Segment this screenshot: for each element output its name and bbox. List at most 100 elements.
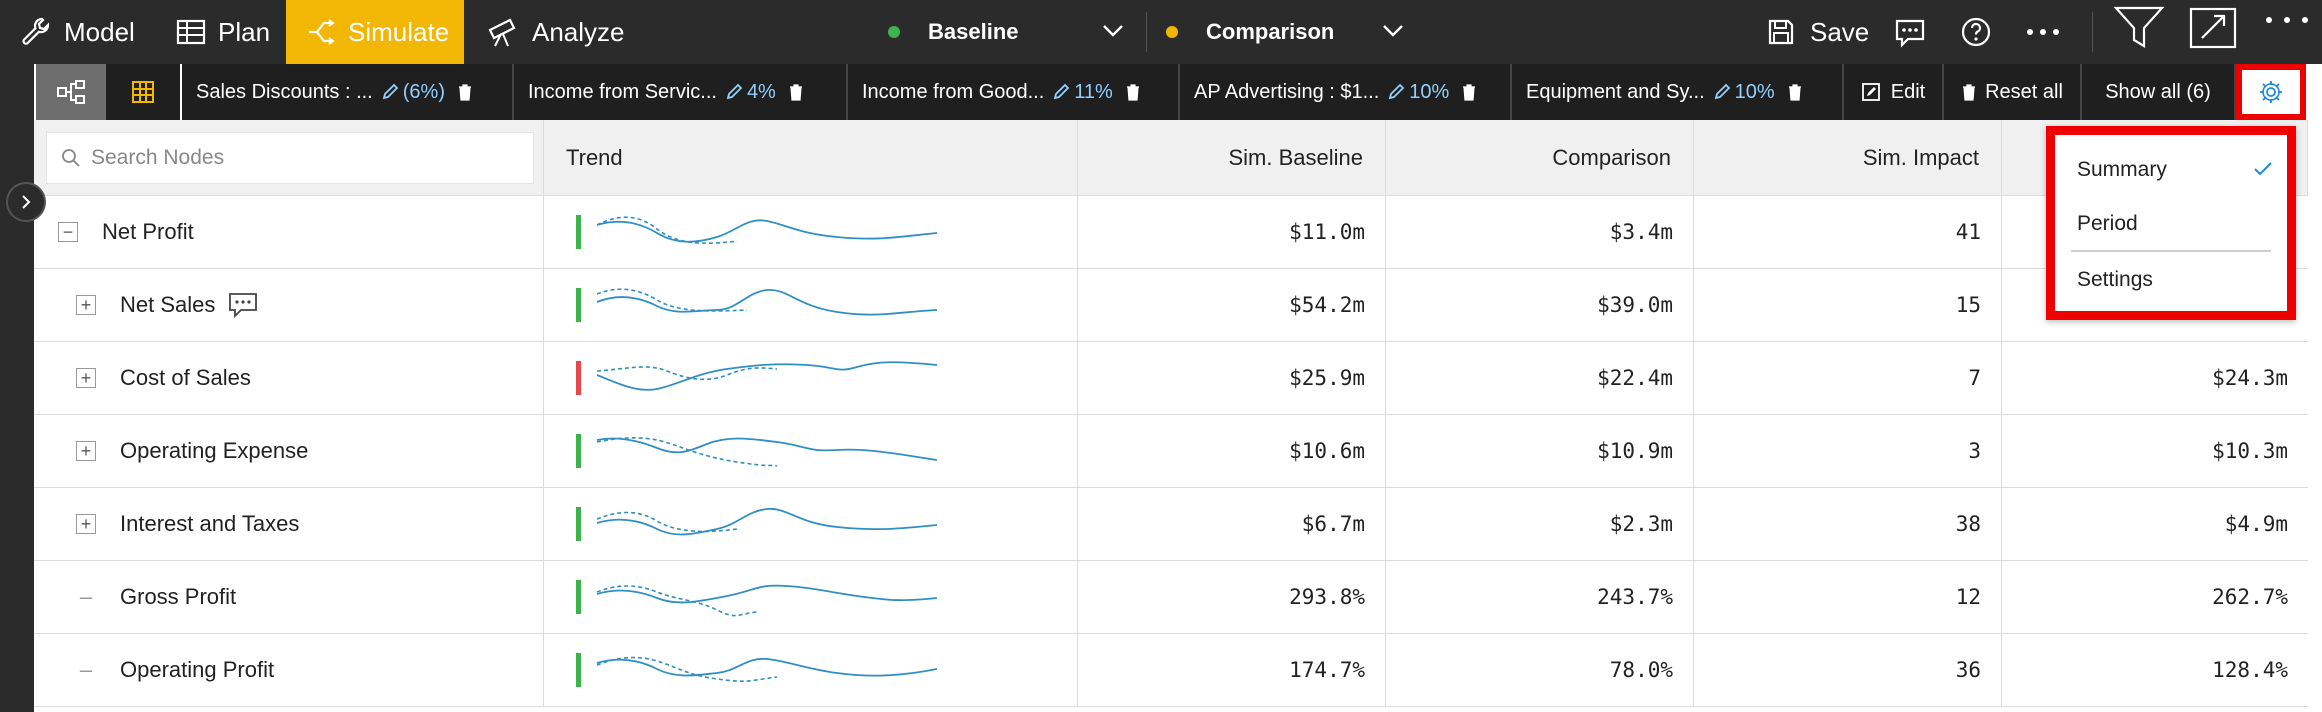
tree-view-button[interactable] bbox=[36, 64, 106, 120]
scenario-chip[interactable]: Income from Good... 11% bbox=[848, 64, 1180, 120]
chevron-down-icon[interactable] bbox=[1380, 18, 1406, 44]
chip-name: AP Advertising : $1... bbox=[1194, 80, 1380, 103]
tree-icon bbox=[57, 80, 85, 104]
tab-simulate[interactable]: Simulate bbox=[286, 0, 464, 64]
tab-plan[interactable]: Plan bbox=[176, 0, 306, 64]
help-icon[interactable] bbox=[1960, 16, 1992, 48]
gear-icon bbox=[2260, 81, 2282, 103]
tab-analyze[interactable]: Analyze bbox=[486, 0, 646, 64]
sim-impact-cell: 12 bbox=[1694, 561, 2002, 633]
scenario-chip[interactable]: AP Advertising : $1... 10% bbox=[1180, 64, 1512, 120]
sim-impact-cell: 41 bbox=[1694, 196, 2002, 268]
trash-icon[interactable] bbox=[1461, 83, 1477, 101]
chip-value: (6%) bbox=[402, 80, 445, 103]
scenario-chip[interactable]: Income from Servic... 4% bbox=[514, 64, 848, 120]
header-sim-baseline[interactable]: Sim. Baseline bbox=[1078, 120, 1386, 196]
table-row[interactable]: + Net Sales $54.2m $39.0m 15 bbox=[34, 269, 2308, 342]
sim-baseline-cell: $11.0m bbox=[1078, 196, 1386, 268]
edit-button[interactable]: Edit bbox=[1844, 64, 1944, 120]
node-name-cell: + Interest and Taxes bbox=[34, 488, 544, 560]
trash-icon[interactable] bbox=[788, 83, 804, 101]
trend-cell bbox=[544, 196, 1078, 268]
trend-indicator bbox=[576, 361, 581, 395]
baseline-selector[interactable]: Baseline bbox=[888, 0, 1019, 64]
trash-icon[interactable] bbox=[457, 83, 473, 101]
wrench-icon bbox=[22, 17, 50, 45]
more-options-icon[interactable] bbox=[2264, 16, 2310, 24]
comparison-cell: $3.4m bbox=[1386, 196, 1694, 268]
trend-indicator bbox=[576, 580, 581, 614]
extra-value-cell: $24.3m bbox=[2212, 366, 2288, 390]
show-all-label: Show all (6) bbox=[2105, 80, 2211, 103]
menu-item-settings[interactable]: Settings bbox=[2055, 253, 2287, 307]
settings-gear-button[interactable] bbox=[2236, 64, 2306, 120]
header-sim-impact[interactable]: Sim. Impact bbox=[1694, 120, 2002, 196]
scenario-chip[interactable]: Sales Discounts : ... (6%) bbox=[182, 64, 514, 120]
comparison-dot bbox=[1166, 26, 1178, 38]
comment-icon[interactable] bbox=[1894, 18, 1926, 48]
menu-item-summary[interactable]: Summary bbox=[2055, 143, 2287, 197]
telescope-icon bbox=[488, 18, 516, 47]
expand-icon[interactable]: + bbox=[76, 514, 96, 534]
filter-icon[interactable] bbox=[2112, 4, 2166, 52]
comparison-cell: $2.3m bbox=[1386, 488, 1694, 560]
collapse-icon[interactable]: − bbox=[58, 222, 78, 242]
header-comparison-label: Comparison bbox=[1552, 144, 1671, 170]
table-row[interactable]: – Operating Profit 174.7% 78.0% 36 128.4… bbox=[34, 634, 2308, 707]
pencil-icon[interactable] bbox=[1713, 83, 1731, 101]
table-row[interactable]: − Net Profit $11.0m $3.4m 41 bbox=[34, 196, 2308, 269]
comparison-selector[interactable]: Comparison bbox=[1166, 0, 1334, 64]
reset-all-button[interactable]: Reset all bbox=[1944, 64, 2082, 120]
pencil-icon[interactable] bbox=[1052, 83, 1070, 101]
expand-icon[interactable] bbox=[2188, 6, 2238, 50]
sim-impact-cell: 7 bbox=[1694, 342, 2002, 414]
comparison-cell: 243.7% bbox=[1386, 561, 1694, 633]
node-name: Operating Expense bbox=[120, 438, 309, 463]
table-row[interactable]: + Cost of Sales $25.9m $22.4m 7 $24.3m bbox=[34, 342, 2308, 415]
menu-item-period[interactable]: Period bbox=[2055, 197, 2287, 251]
node-name: Interest and Taxes bbox=[120, 511, 300, 536]
extra-value-cell: $10.3m bbox=[2212, 439, 2288, 463]
show-all-button[interactable]: Show all (6) bbox=[2082, 64, 2236, 120]
tab-model[interactable]: Model bbox=[20, 0, 180, 64]
node-name-cell: − Net Profit bbox=[34, 196, 544, 268]
scenario-chip[interactable]: Equipment and Sy... 10% bbox=[1512, 64, 1844, 120]
pencil-icon[interactable] bbox=[381, 83, 399, 101]
sim-baseline-cell: $54.2m bbox=[1078, 269, 1386, 341]
menu-item-period-label: Period bbox=[2077, 212, 2138, 235]
menu-item-summary-label: Summary bbox=[2077, 158, 2167, 181]
tab-plan-label: Plan bbox=[218, 16, 271, 47]
pencil-icon[interactable] bbox=[725, 83, 743, 101]
chip-value: 10% bbox=[1409, 80, 1450, 103]
pencil-icon[interactable] bbox=[1387, 83, 1405, 101]
expand-icon[interactable]: + bbox=[76, 368, 96, 388]
trend-cell bbox=[544, 415, 1078, 487]
trash-icon[interactable] bbox=[1787, 83, 1803, 101]
table-row[interactable]: + Interest and Taxes $6.7m $2.3m 38 $4.9… bbox=[34, 488, 2308, 561]
trend-indicator bbox=[576, 434, 581, 468]
table-row[interactable]: + Operating Expense $10.6m $10.9m 3 $10.… bbox=[34, 415, 2308, 488]
expand-panel-button[interactable] bbox=[6, 182, 46, 222]
comment-icon[interactable] bbox=[227, 291, 259, 319]
trend-indicator bbox=[576, 288, 581, 322]
table-row[interactable]: – Gross Profit 293.8% 243.7% 12 262.7% bbox=[34, 561, 2308, 634]
node-name: Gross Profit bbox=[120, 584, 237, 609]
trash-icon[interactable] bbox=[1125, 83, 1141, 101]
chevron-down-icon[interactable] bbox=[1100, 18, 1126, 44]
expand-icon[interactable]: + bbox=[76, 295, 96, 315]
sparkline bbox=[597, 584, 937, 617]
save-button[interactable]: Save bbox=[1766, 0, 1869, 64]
menu-item-settings-label: Settings bbox=[2077, 268, 2153, 291]
settings-dropdown-menu: Summary Period Settings bbox=[2046, 126, 2296, 320]
sim-baseline-cell: $10.6m bbox=[1078, 415, 1386, 487]
expand-icon[interactable]: + bbox=[76, 441, 96, 461]
tab-analyze-label: Analyze bbox=[532, 16, 625, 47]
search-input[interactable]: Search Nodes bbox=[91, 146, 225, 169]
more-options-icon[interactable] bbox=[2026, 28, 2060, 36]
search-box[interactable]: Search Nodes bbox=[46, 132, 534, 184]
header-trend[interactable]: Trend bbox=[544, 120, 1078, 196]
reset-all-label: Reset all bbox=[1985, 80, 2063, 103]
header-comparison[interactable]: Comparison bbox=[1386, 120, 1694, 196]
grid-view-button[interactable] bbox=[106, 64, 180, 120]
